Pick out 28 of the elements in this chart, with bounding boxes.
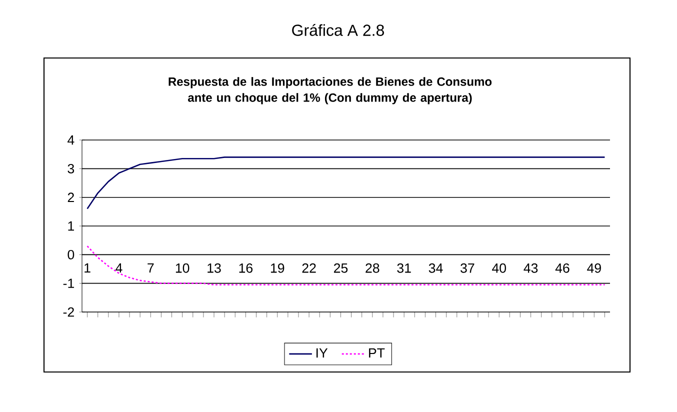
legend-label: IY: [316, 348, 328, 358]
x-tick-label: 16: [239, 263, 253, 273]
x-tick-label: 22: [302, 263, 316, 273]
x-tick-label: 25: [334, 263, 348, 273]
x-tick-label: 37: [460, 263, 474, 273]
y-tick-label: 0: [68, 250, 74, 260]
y-tick-label: 4: [68, 135, 74, 145]
chart-subtitle: Respuesta de las Importaciones de Bienes de Consumo ante un choque del 1% (Con dummy de apertura): [168, 77, 492, 104]
legend-label: PT: [369, 348, 385, 358]
x-tick-label: 28: [366, 263, 380, 273]
y-tick-label: 2: [68, 192, 74, 202]
y-tick-label: -2: [63, 307, 74, 317]
x-tick-label: 7: [148, 263, 154, 273]
x-tick-label: 40: [492, 263, 506, 273]
y-tick-label: 1: [68, 221, 74, 231]
x-tick-label: 4: [116, 263, 122, 273]
x-tick-label: 10: [176, 263, 190, 273]
x-tick-label: 46: [555, 263, 570, 273]
x-tick-label: 49: [587, 263, 601, 273]
x-tick-label: 34: [428, 263, 443, 273]
x-tick-label: 13: [208, 263, 221, 273]
x-tick-label: 19: [270, 263, 284, 273]
y-tick-label: 3: [68, 164, 74, 174]
chart-title: Gráfica A 2.8: [292, 24, 384, 36]
x-tick-label: 43: [524, 263, 538, 273]
x-tick-label: 31: [397, 263, 411, 273]
x-tick-label: 1: [84, 263, 90, 273]
y-tick-label: -1: [63, 278, 74, 288]
